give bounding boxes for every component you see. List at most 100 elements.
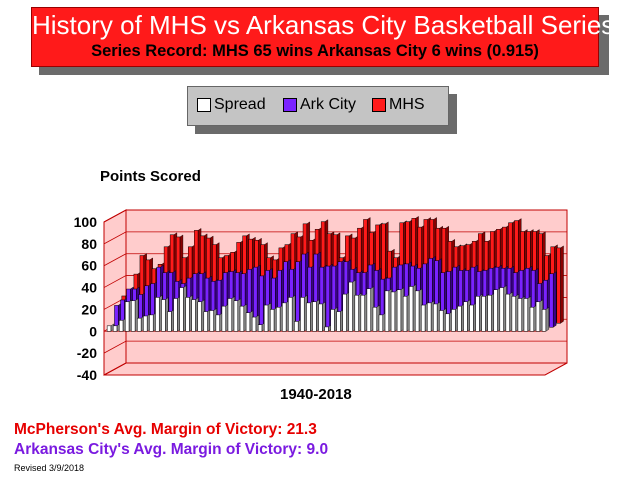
y-tick-labels: -40 -20 0 20 40 60 80 100: [74, 214, 98, 383]
ark-city-bar: [259, 275, 264, 328]
spread-bar: [396, 289, 402, 332]
mhs-bar-side: [560, 245, 564, 324]
legend-swatch-ark-city: [283, 98, 297, 112]
spread-bar: [384, 290, 390, 332]
y-tick-label: 80: [81, 236, 97, 252]
y-tick-label: 100: [74, 214, 98, 230]
legend-label-ark-city: Ark City: [300, 96, 356, 113]
spread-bar: [342, 293, 347, 332]
spread-bar: [378, 314, 383, 332]
left-wall: [103, 209, 127, 376]
y-tick-label: -20: [77, 345, 97, 361]
spread-bar: [414, 290, 420, 332]
spread-bar: [300, 297, 305, 332]
title-banner: History of MHS vs Arkansas City Basketba…: [31, 7, 615, 67]
legend-item-spread: Spread: [197, 96, 266, 114]
spread-bar: [372, 306, 377, 332]
mhs-bar: [556, 247, 561, 324]
spread-bar: [318, 303, 323, 332]
spread-bar: [457, 305, 462, 332]
grid-line: [103, 340, 567, 354]
series-record: Series Record: MHS 65 wins Arkansas City…: [91, 42, 539, 60]
grid-line: [103, 362, 567, 376]
revised-date: Revised 3/9/2018: [14, 463, 85, 473]
chart-bars: [106, 215, 564, 332]
spread-bar: [149, 314, 154, 332]
spread-bar: [167, 311, 172, 332]
mhs-margin-of-victory: McPherson's Avg. Margin of Victory: 21.3: [14, 421, 317, 438]
legend: Spread Ark City MHS: [187, 86, 449, 126]
spread-bar: [276, 306, 281, 332]
spread-bar: [451, 309, 456, 332]
spread-bar: [445, 313, 450, 332]
grid-line: [103, 209, 567, 223]
chart-title: History of MHS vs Arkansas City Basketba…: [32, 10, 615, 40]
spread-bar: [505, 293, 510, 332]
chart-floor: [103, 362, 568, 376]
spread-bar: [499, 287, 504, 332]
y-tick-label: 0: [89, 323, 97, 339]
spread-bar: [270, 309, 275, 332]
spread-bar: [221, 305, 226, 332]
spread-bar: [137, 317, 142, 332]
spread-bar: [439, 310, 444, 332]
spread-bar: [245, 312, 251, 332]
ark-city-bar: [325, 265, 330, 328]
spread-bar: [288, 297, 293, 332]
ark-city-margin-of-victory: Arkansas City's Avg. Margin of Victory: …: [14, 441, 329, 458]
legend-label-mhs: MHS: [389, 96, 425, 113]
legend-item-mhs: MHS: [372, 96, 425, 114]
spread-bar: [469, 304, 474, 332]
spread-bar: [336, 311, 341, 332]
ark-city-bar: [549, 273, 554, 328]
spread-bar: [354, 294, 359, 332]
spread-bar: [233, 300, 239, 332]
spread-bar: [330, 309, 335, 332]
spread-bar: [324, 326, 329, 332]
y-tick-label: 20: [81, 301, 97, 317]
spread-bar: [143, 315, 148, 332]
spread-bar: [161, 299, 166, 332]
spread-bar: [493, 289, 498, 332]
y-tick-label: -40: [77, 367, 97, 383]
y-tick-label: 40: [81, 280, 97, 296]
spread-bar: [475, 296, 480, 332]
ark-city-bar-side: [552, 271, 557, 328]
x-axis-title: 1940-2018: [280, 386, 352, 403]
spread-bar: [112, 325, 118, 332]
spread-bar: [125, 301, 130, 332]
y-axis-title: Points Scored: [100, 168, 201, 185]
spread-bar: [541, 309, 547, 332]
spread-bar: [239, 305, 245, 332]
legend-swatch-spread: [197, 98, 211, 112]
spread-bar: [408, 286, 414, 332]
spread-bar: [421, 304, 426, 332]
spread-bar: [306, 302, 311, 332]
spread-bar: [390, 291, 396, 332]
spread-bar: [463, 301, 468, 332]
spread-bar: [185, 297, 190, 332]
spread-bar: [197, 301, 202, 332]
spread-bar: [106, 325, 112, 332]
spread-bar: [511, 296, 516, 332]
spread-bar: [517, 298, 522, 332]
y-tick-label: 60: [81, 258, 97, 274]
spread-bar: [131, 300, 136, 332]
spread-bar: [263, 304, 269, 332]
spread-bar: [155, 297, 160, 332]
spread-bar: [203, 311, 208, 332]
ark-city-bar: [295, 261, 300, 328]
spread-bar: [529, 306, 535, 332]
spread-bar: [251, 316, 257, 332]
spread-bar: [173, 298, 178, 332]
spread-bar: [282, 302, 287, 332]
legend-swatch-mhs: [372, 98, 386, 112]
spread-bar: [402, 296, 408, 332]
spread-bar: [312, 301, 317, 332]
spread-bar: [427, 302, 432, 332]
spread-bar: [209, 310, 214, 332]
spread-bar: [118, 320, 124, 332]
spread-bar: [523, 298, 528, 332]
legend-label-spread: Spread: [214, 96, 266, 113]
